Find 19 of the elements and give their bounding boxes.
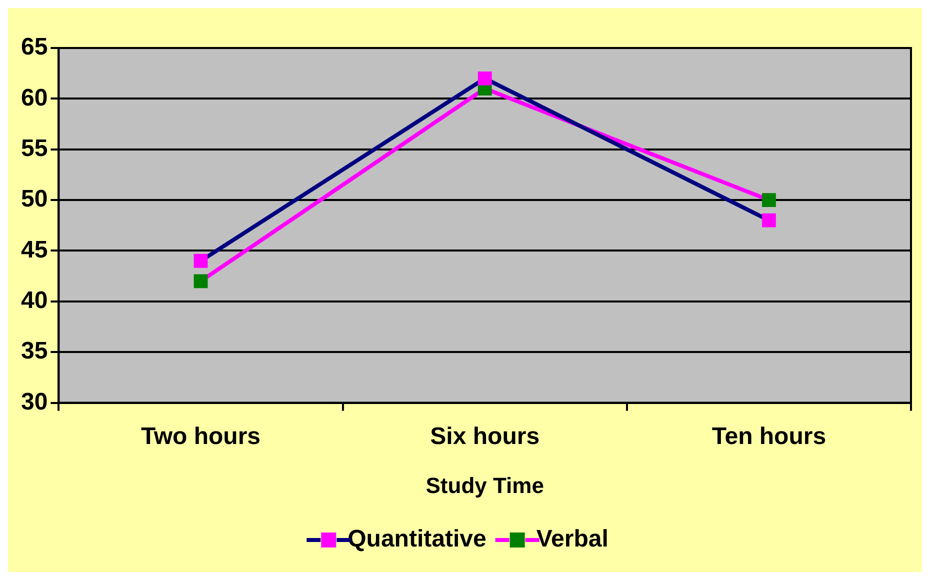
y-tick-label: 45 — [20, 236, 48, 264]
y-tick-label: 65 — [20, 34, 48, 61]
y-tick-label: 55 — [20, 134, 48, 162]
y-tick-label: 60 — [20, 84, 48, 112]
x-tick-label: Two hours — [140, 422, 261, 450]
point — [194, 254, 208, 268]
legend-label: Quantitative — [348, 526, 486, 553]
y-tick-label: 40 — [20, 287, 48, 314]
y-tick-label: 30 — [20, 388, 48, 416]
x-tick-label: Ten hours — [712, 422, 826, 450]
point — [194, 274, 208, 288]
y-tick-label: 35 — [20, 338, 48, 365]
y-tick-label: 50 — [20, 186, 48, 213]
legend-label: Verbal — [536, 526, 608, 553]
x-tick-label: Six hours — [430, 422, 540, 450]
point — [762, 213, 776, 228]
point — [762, 193, 776, 208]
x-axis-title: Study Time — [426, 472, 544, 498]
point — [478, 71, 492, 86]
